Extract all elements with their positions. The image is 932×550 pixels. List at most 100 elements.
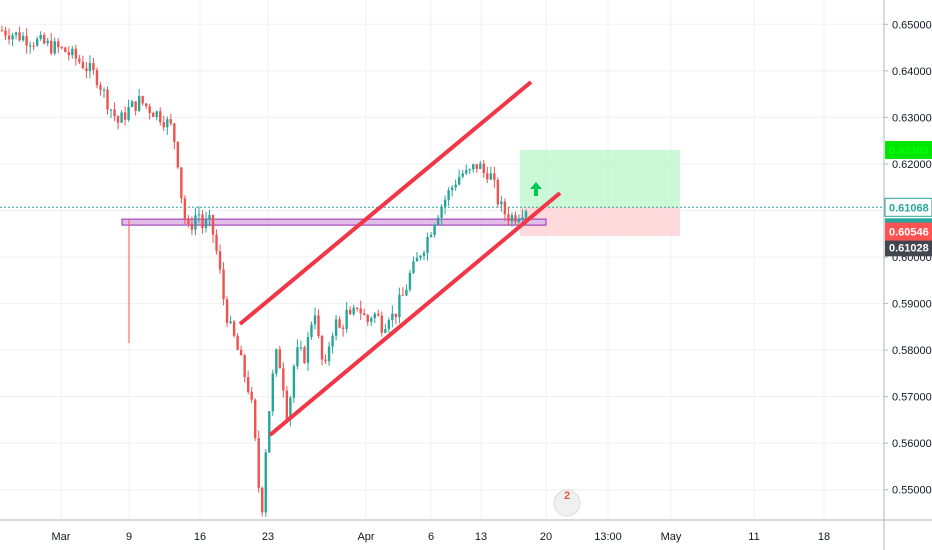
chart-grid [0, 0, 884, 520]
y-tick-label: 0.64000 [892, 66, 932, 78]
price-label: 0.61068 [889, 202, 929, 214]
x-tick-label: 11 [748, 531, 759, 543]
candle-body [35, 38, 39, 46]
candle-body [211, 215, 215, 235]
candle-body [218, 251, 222, 270]
candle-body [282, 368, 285, 391]
target-zone [520, 149, 680, 208]
candle-body [187, 219, 190, 224]
candle-body [370, 318, 373, 322]
candle-body [422, 252, 426, 256]
candle-body [148, 106, 151, 114]
y-tick-label: 0.59000 [892, 299, 932, 311]
x-tick-label: Apr [357, 531, 374, 543]
candle-body [236, 335, 239, 350]
candle-body [11, 35, 14, 40]
candle-body [299, 347, 303, 349]
candle-body [116, 116, 120, 123]
candle-body [289, 397, 292, 421]
candle-body [99, 85, 102, 90]
channel-upper-line [238, 80, 533, 326]
x-tick-label: 9 [126, 531, 132, 543]
candle-body [296, 347, 299, 367]
y-tick-label: 0.57000 [892, 392, 932, 404]
candle-body [341, 327, 345, 329]
candle-body [384, 329, 387, 333]
candle-body [331, 335, 334, 347]
candle-body [39, 35, 42, 39]
candle-body [317, 315, 320, 337]
price-label: 0.61028 [889, 242, 929, 254]
candle-body [433, 224, 436, 235]
candle-body [109, 109, 113, 111]
candle-body [197, 214, 201, 216]
price-axis[interactable]: 0.650000.640000.630000.620000.610000.600… [883, 0, 932, 550]
candle-body [183, 198, 187, 220]
y-tick-label: 0.58000 [892, 345, 932, 357]
candle-body [313, 315, 317, 325]
candle-body [57, 41, 60, 48]
price-label-bg [884, 197, 932, 217]
candle-body [493, 173, 496, 180]
candle-body [486, 173, 489, 180]
candle-body [500, 201, 503, 205]
x-tick-label: 16 [194, 531, 206, 543]
x-tick-label: 23 [262, 531, 274, 543]
candle-body [113, 109, 116, 117]
candle-body [394, 313, 398, 318]
candle-body [429, 234, 433, 237]
candle-body [250, 391, 253, 400]
candle-body [239, 349, 243, 356]
candle-body [426, 236, 429, 253]
candle-body [78, 58, 81, 62]
candle-body [472, 164, 475, 170]
candle-body [419, 255, 422, 258]
x-tick-label: 20 [540, 531, 552, 543]
candle-body [310, 324, 313, 338]
candle-body [482, 163, 485, 174]
candle-body [475, 164, 478, 169]
candle-body [120, 112, 123, 123]
candle-body [257, 438, 260, 488]
price-label-bg [885, 238, 932, 257]
candle-body [496, 179, 500, 205]
candle-body [507, 214, 510, 222]
up-arrow-icon [530, 182, 542, 196]
candle-body [412, 261, 415, 273]
candle-body [162, 122, 165, 128]
candle-body [152, 113, 155, 117]
candle-body [261, 487, 264, 513]
candle-body [363, 313, 366, 316]
candle-body [345, 309, 348, 329]
candle-body [106, 89, 109, 110]
tradingview-logo-watermark[interactable]: 2 [553, 489, 581, 517]
candle-body [123, 112, 127, 120]
candle-body [95, 70, 99, 86]
candle-body [380, 315, 384, 333]
candle-body [264, 452, 267, 513]
y-tick-label: 0.55000 [892, 485, 932, 497]
candle-body [215, 234, 218, 252]
candle-body [443, 199, 447, 207]
candle-body [348, 309, 352, 315]
candle-body [338, 319, 341, 328]
time-axis[interactable]: Mar 9 16 23 Apr 6 13 20 13:00 May 11 18 [0, 519, 932, 543]
x-tick-label: 13 [475, 531, 487, 543]
candle-body [71, 48, 74, 56]
candle-body [268, 411, 271, 453]
candle-body [278, 349, 282, 369]
candle-body [18, 32, 21, 41]
support-level-box [121, 218, 547, 226]
candle-body [524, 211, 528, 218]
candle-body [28, 45, 32, 47]
candle-body [204, 219, 208, 228]
candle-body [285, 390, 289, 421]
candle-body [0, 30, 4, 32]
candle-body [436, 217, 440, 225]
candle-body [489, 173, 493, 180]
y-tick-label: 0.56000 [892, 438, 932, 450]
candle-body [377, 313, 380, 316]
candle-body [130, 101, 134, 107]
